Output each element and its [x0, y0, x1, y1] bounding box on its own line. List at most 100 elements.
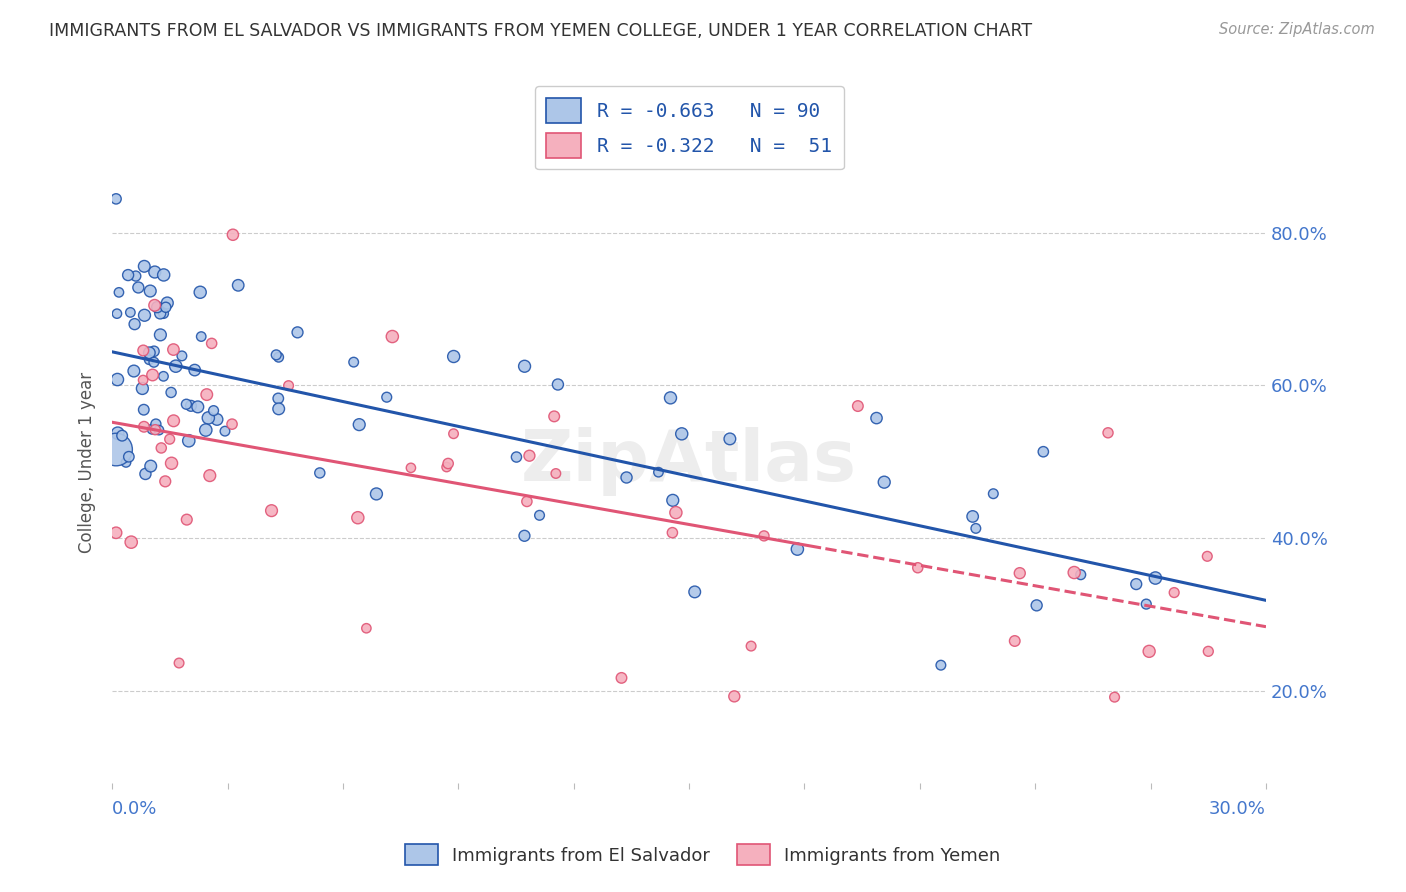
Point	[177, 434, 200, 448]
Point	[107, 426, 129, 441]
Point	[1063, 566, 1085, 580]
Point	[152, 268, 174, 282]
Point	[505, 450, 527, 464]
Point	[141, 422, 163, 436]
Point	[1070, 567, 1092, 582]
Point	[195, 387, 218, 401]
Point	[671, 426, 693, 441]
Point	[125, 268, 148, 283]
Point	[145, 417, 167, 431]
Text: 0.0%: 0.0%	[112, 800, 157, 818]
Point	[1008, 566, 1031, 581]
Point	[981, 486, 1004, 500]
Point	[190, 329, 212, 343]
Point	[513, 529, 536, 543]
Point	[139, 459, 162, 474]
Point	[347, 417, 370, 432]
Point	[160, 456, 183, 470]
Point	[205, 412, 228, 426]
Point	[149, 306, 172, 320]
Point	[107, 372, 129, 386]
Point	[152, 369, 174, 384]
Point	[187, 400, 209, 414]
Point	[665, 506, 688, 520]
Point	[513, 359, 536, 374]
Point	[122, 364, 145, 378]
Point	[443, 350, 465, 364]
Point	[120, 535, 142, 549]
Point	[127, 280, 149, 294]
Point	[111, 428, 134, 442]
Point	[143, 423, 166, 437]
Point	[260, 503, 283, 517]
Point	[529, 508, 551, 523]
Point	[519, 449, 541, 463]
Point	[907, 560, 929, 574]
Point	[516, 494, 538, 508]
Point	[1163, 585, 1185, 599]
Point	[343, 355, 366, 369]
Point	[356, 621, 378, 635]
Point	[718, 432, 741, 446]
Point	[308, 466, 330, 480]
Point	[131, 381, 153, 395]
Point	[659, 391, 682, 405]
Point	[142, 368, 165, 382]
Point	[544, 467, 567, 481]
Point	[267, 401, 290, 416]
Point	[108, 285, 131, 300]
Point	[105, 192, 128, 206]
Point	[198, 468, 221, 483]
Point	[146, 300, 169, 314]
Point	[1004, 634, 1026, 648]
Point	[194, 423, 217, 437]
Point	[201, 336, 224, 351]
Point	[105, 442, 128, 457]
Point	[1197, 549, 1219, 564]
Point	[202, 403, 225, 417]
Point	[661, 493, 683, 508]
Point	[264, 348, 287, 362]
Legend: R = -0.663   N = 90, R = -0.322   N =  51: R = -0.663 N = 90, R = -0.322 N = 51	[534, 87, 844, 169]
Point	[118, 450, 141, 464]
Text: Source: ZipAtlas.com: Source: ZipAtlas.com	[1219, 22, 1375, 37]
Point	[149, 327, 172, 342]
Point	[873, 475, 896, 490]
Point	[399, 460, 422, 475]
Point	[134, 467, 156, 481]
Point	[221, 417, 243, 431]
Point	[437, 457, 460, 471]
Point	[143, 265, 166, 279]
Point	[176, 513, 198, 527]
Point	[366, 487, 388, 501]
Point	[683, 585, 706, 599]
Point	[167, 656, 190, 670]
Point	[1104, 690, 1126, 705]
Point	[267, 392, 290, 406]
Point	[134, 260, 156, 274]
Y-axis label: College, Under 1 year: College, Under 1 year	[79, 371, 96, 552]
Point	[105, 307, 128, 321]
Point	[1032, 444, 1054, 458]
Point	[105, 525, 128, 540]
Point	[183, 363, 205, 377]
Point	[347, 510, 370, 524]
Point	[156, 296, 179, 310]
Point	[846, 399, 869, 413]
Point	[381, 329, 404, 343]
Point	[214, 424, 236, 438]
Point	[132, 402, 155, 417]
Point	[965, 521, 987, 535]
Point	[160, 385, 183, 400]
Point	[661, 525, 683, 540]
Point	[132, 343, 155, 358]
Point	[723, 690, 745, 704]
Point	[155, 300, 177, 314]
Point	[138, 345, 160, 359]
Point	[162, 343, 184, 357]
Point	[436, 460, 458, 475]
Point	[188, 285, 211, 300]
Point	[152, 306, 174, 320]
Point	[610, 671, 633, 685]
Point	[155, 475, 177, 489]
